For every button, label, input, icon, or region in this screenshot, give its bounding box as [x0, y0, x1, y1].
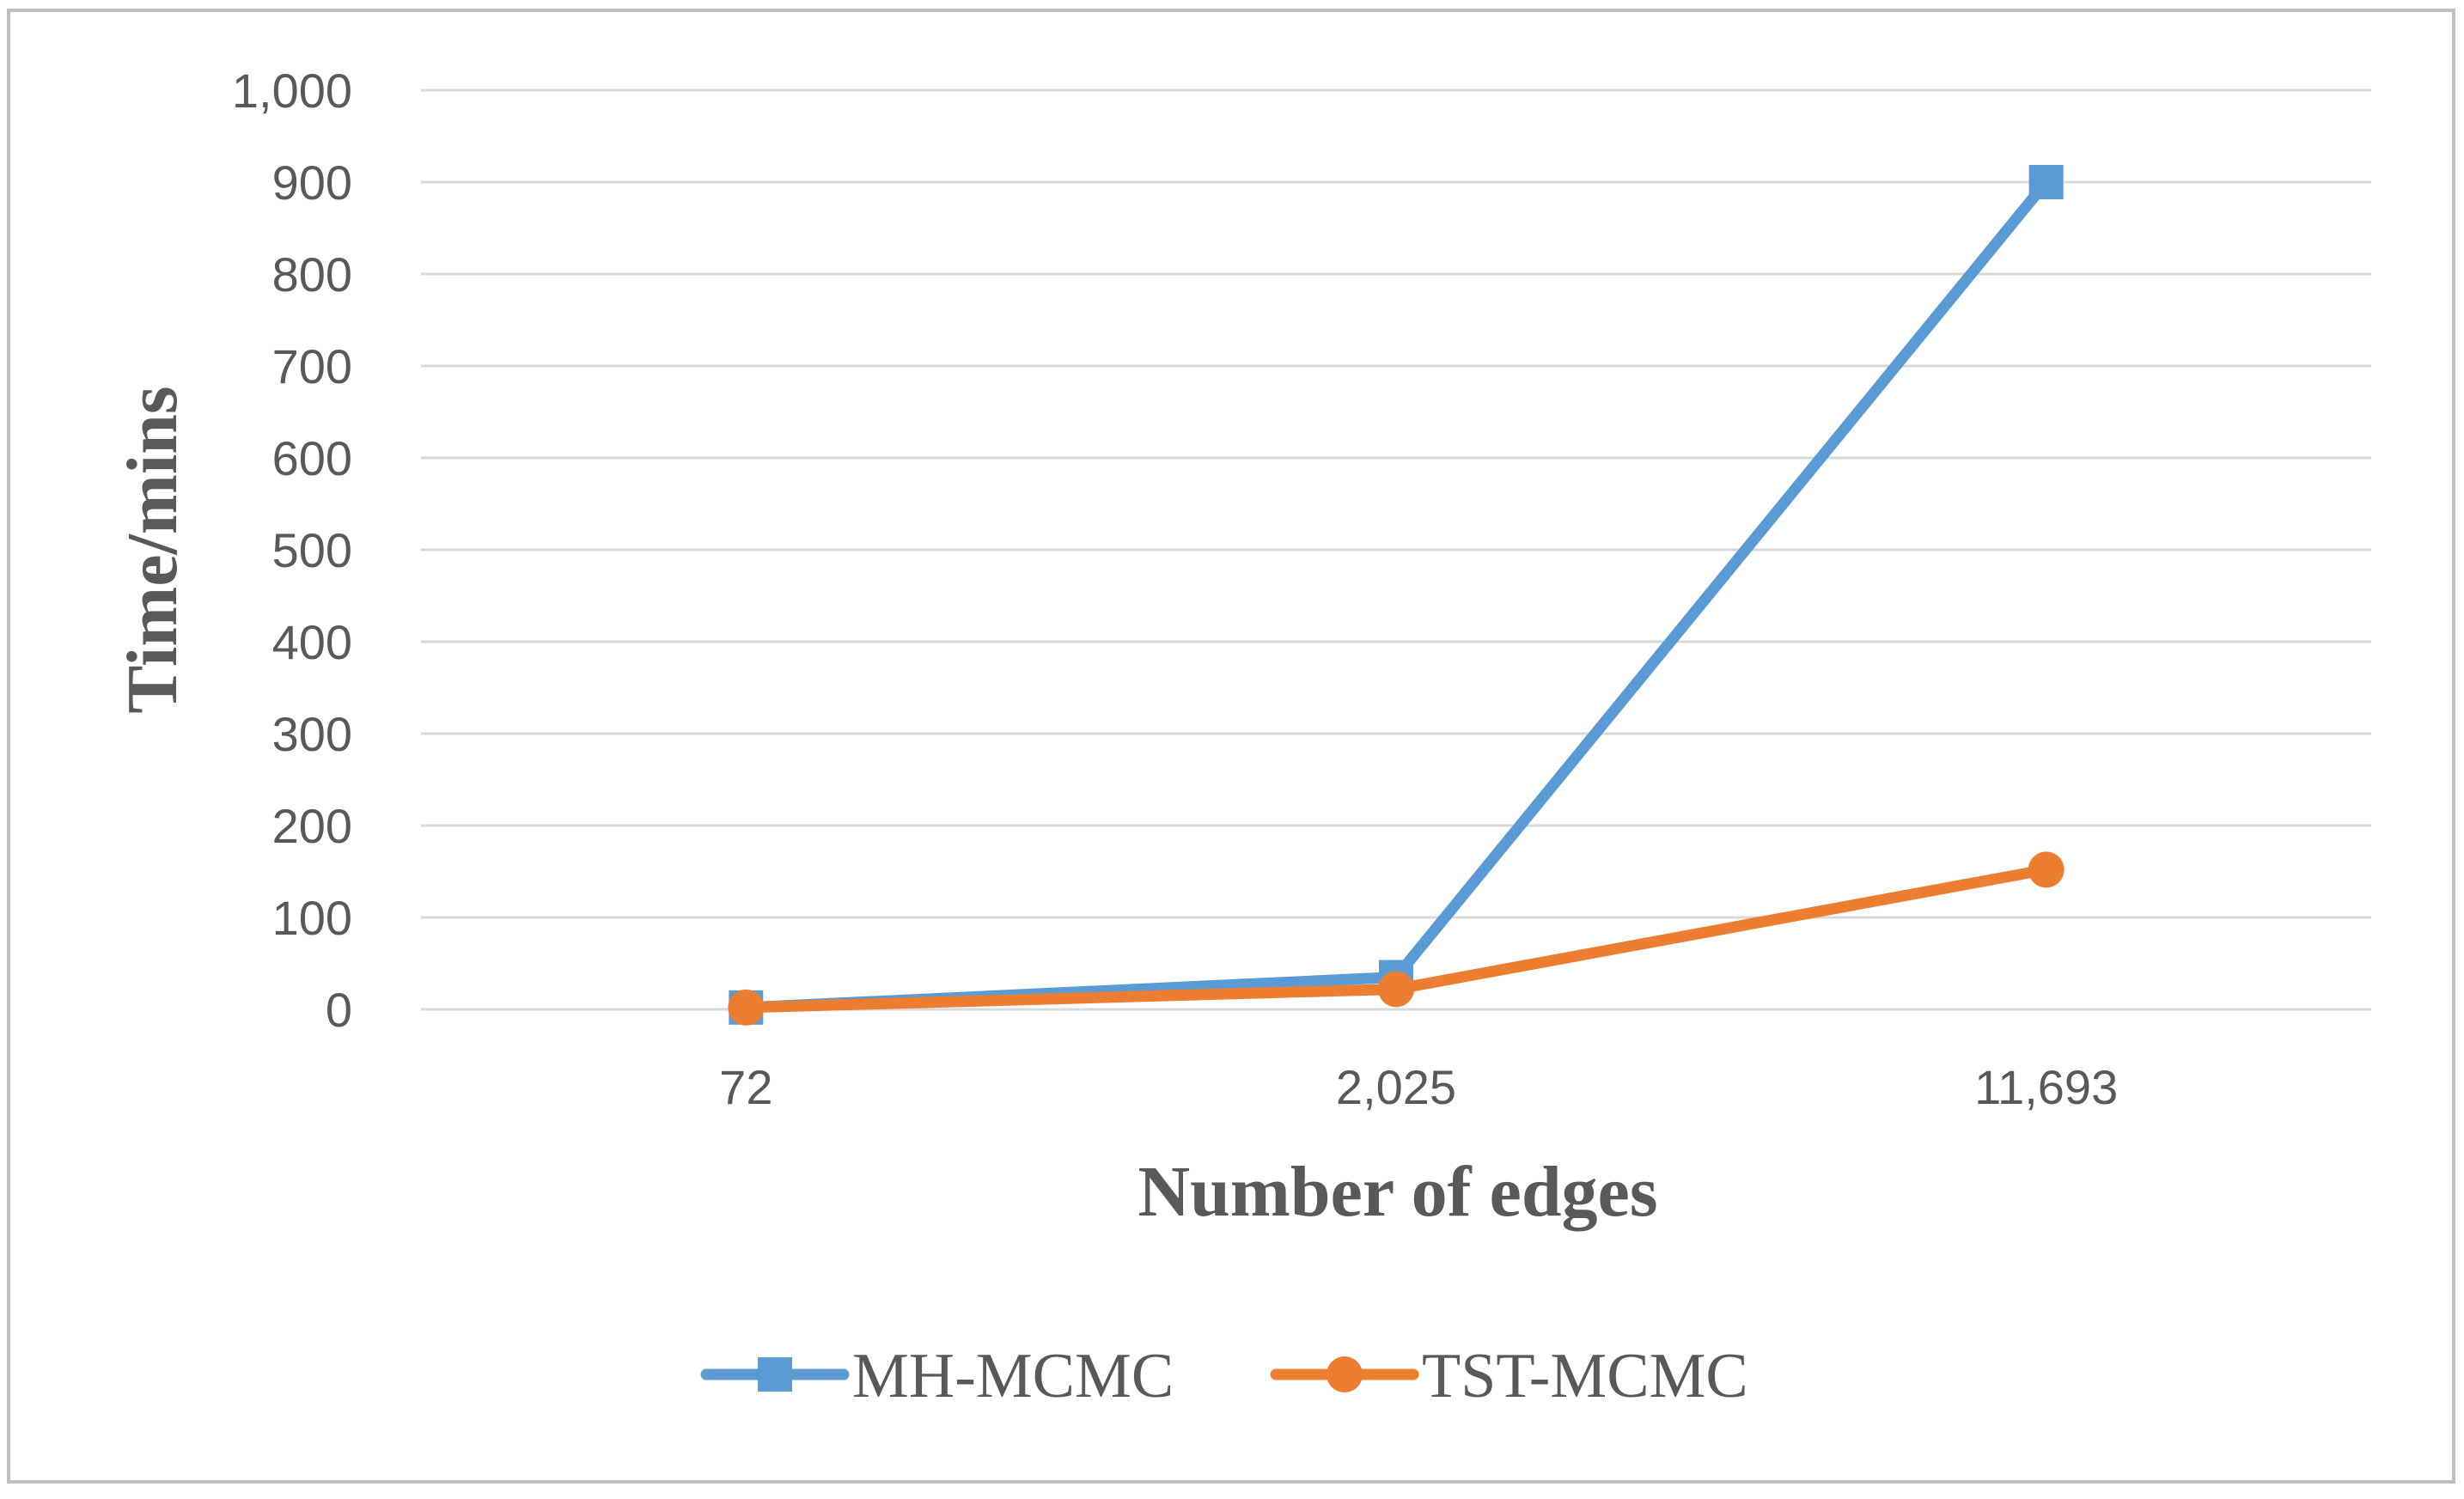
- legend-marker-circle: [1327, 1356, 1363, 1392]
- y-tick-label: 500: [272, 523, 352, 577]
- y-tick-label: 600: [272, 431, 352, 485]
- y-tick-label: 900: [272, 155, 352, 210]
- x-axis-title: Number of edges: [1137, 1152, 1657, 1232]
- data-point-tst-mcmc: [1378, 971, 1414, 1008]
- y-tick-label: 700: [272, 339, 352, 393]
- x-axis-tick-labels: 72 2,025 11,693: [719, 1060, 2118, 1114]
- legend-label: TST-MCMC: [1422, 1341, 1748, 1411]
- y-tick-label: 300: [272, 707, 352, 761]
- chart-border: [7, 9, 2455, 1484]
- y-tick-label: 800: [272, 247, 352, 302]
- x-tick-label: 11,693: [1974, 1060, 2118, 1114]
- legend: MH-MCMC TST-MCMC: [700, 1341, 1748, 1411]
- y-tick-label: 400: [272, 615, 352, 669]
- y-tick-label: 0: [326, 983, 352, 1037]
- legend-marker-square: [758, 1357, 792, 1392]
- data-point-tst-mcmc: [728, 989, 765, 1026]
- x-tick-label: 2,025: [1336, 1060, 1456, 1114]
- y-tick-label: 1,000: [232, 64, 352, 118]
- y-tick-label: 100: [272, 891, 352, 945]
- data-series: [728, 165, 2065, 1026]
- x-tick-label: 72: [719, 1060, 772, 1114]
- legend-label: MH-MCMC: [852, 1341, 1174, 1411]
- y-axis-title: Time/mins: [113, 386, 192, 713]
- y-axis-tick-labels: 0 100 200 300 400 500 600 700 800 900 1,000: [232, 64, 352, 1037]
- y-tick-label: 200: [272, 799, 352, 853]
- data-point-tst-mcmc: [2028, 851, 2065, 888]
- data-point-mh-mcmc: [2028, 165, 2064, 199]
